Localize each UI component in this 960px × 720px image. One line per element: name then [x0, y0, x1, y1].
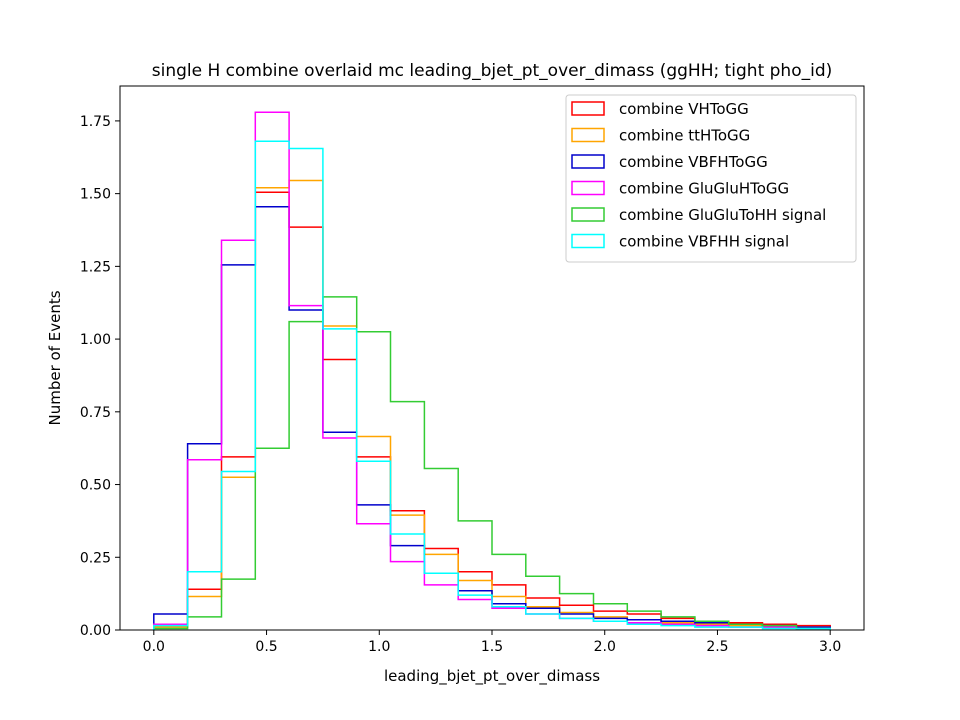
- legend-label-5: combine VBFHH signal: [619, 233, 789, 251]
- chart-title: single H combine overlaid mc leading_bje…: [152, 61, 833, 81]
- legend-label-3: combine GluGluHToGG: [619, 180, 789, 198]
- y-tick-label-1: 0.25: [80, 550, 111, 566]
- series-5-step-line: [153, 140, 831, 630]
- x-tick-label-6: 3.0: [819, 639, 841, 655]
- x-tick-label-5: 2.5: [706, 639, 728, 655]
- legend-frame: [565, 94, 857, 263]
- x-tick-label-2: 1.0: [368, 639, 390, 655]
- legend-label-4: combine GluGluToHH signal: [619, 206, 826, 224]
- x-tick-label-1: 0.5: [255, 639, 277, 655]
- y-tick-label-2: 0.50: [80, 478, 111, 494]
- legend-label-1: combine ttHToGG: [619, 127, 750, 145]
- legend-swatch-1: [571, 127, 605, 143]
- y-tick-label-3: 0.75: [80, 405, 111, 421]
- y-tick-label-6: 1.50: [80, 187, 111, 203]
- y-tick-label-4: 1.00: [80, 332, 111, 348]
- x-tick-label-4: 2.0: [594, 639, 616, 655]
- x-tick-label-0: 0.0: [143, 639, 165, 655]
- legend-label-2: combine VBFHToGG: [619, 153, 768, 171]
- y-tick-label-5: 1.25: [80, 259, 111, 275]
- legend-swatch-3: [571, 180, 605, 196]
- y-axis-label: Number of Events: [46, 290, 64, 425]
- x-axis: 0.0 0.5 1.0 1.5 2.0 2.5 3.0: [143, 630, 841, 655]
- x-axis-label: leading_bjet_pt_over_dimass: [384, 667, 600, 686]
- y-tick-label-7: 1.75: [80, 114, 111, 130]
- x-tick-label-3: 1.5: [481, 639, 503, 655]
- legend: combine VHToGG combine ttHToGG combine VBF…: [565, 94, 857, 263]
- legend-label-0: combine VHToGG: [619, 100, 749, 118]
- y-axis: 0.00 0.25 0.50 0.75 1.00 1.25 1.50 1.75: [80, 114, 120, 639]
- legend-swatch-2: [571, 154, 605, 169]
- legend-swatch-5: [571, 233, 605, 249]
- y-tick-label-0: 0.00: [80, 623, 111, 639]
- plot-area: [153, 111, 831, 630]
- legend-swatch-0: [571, 101, 605, 116]
- legend-swatch-4: [571, 207, 605, 222]
